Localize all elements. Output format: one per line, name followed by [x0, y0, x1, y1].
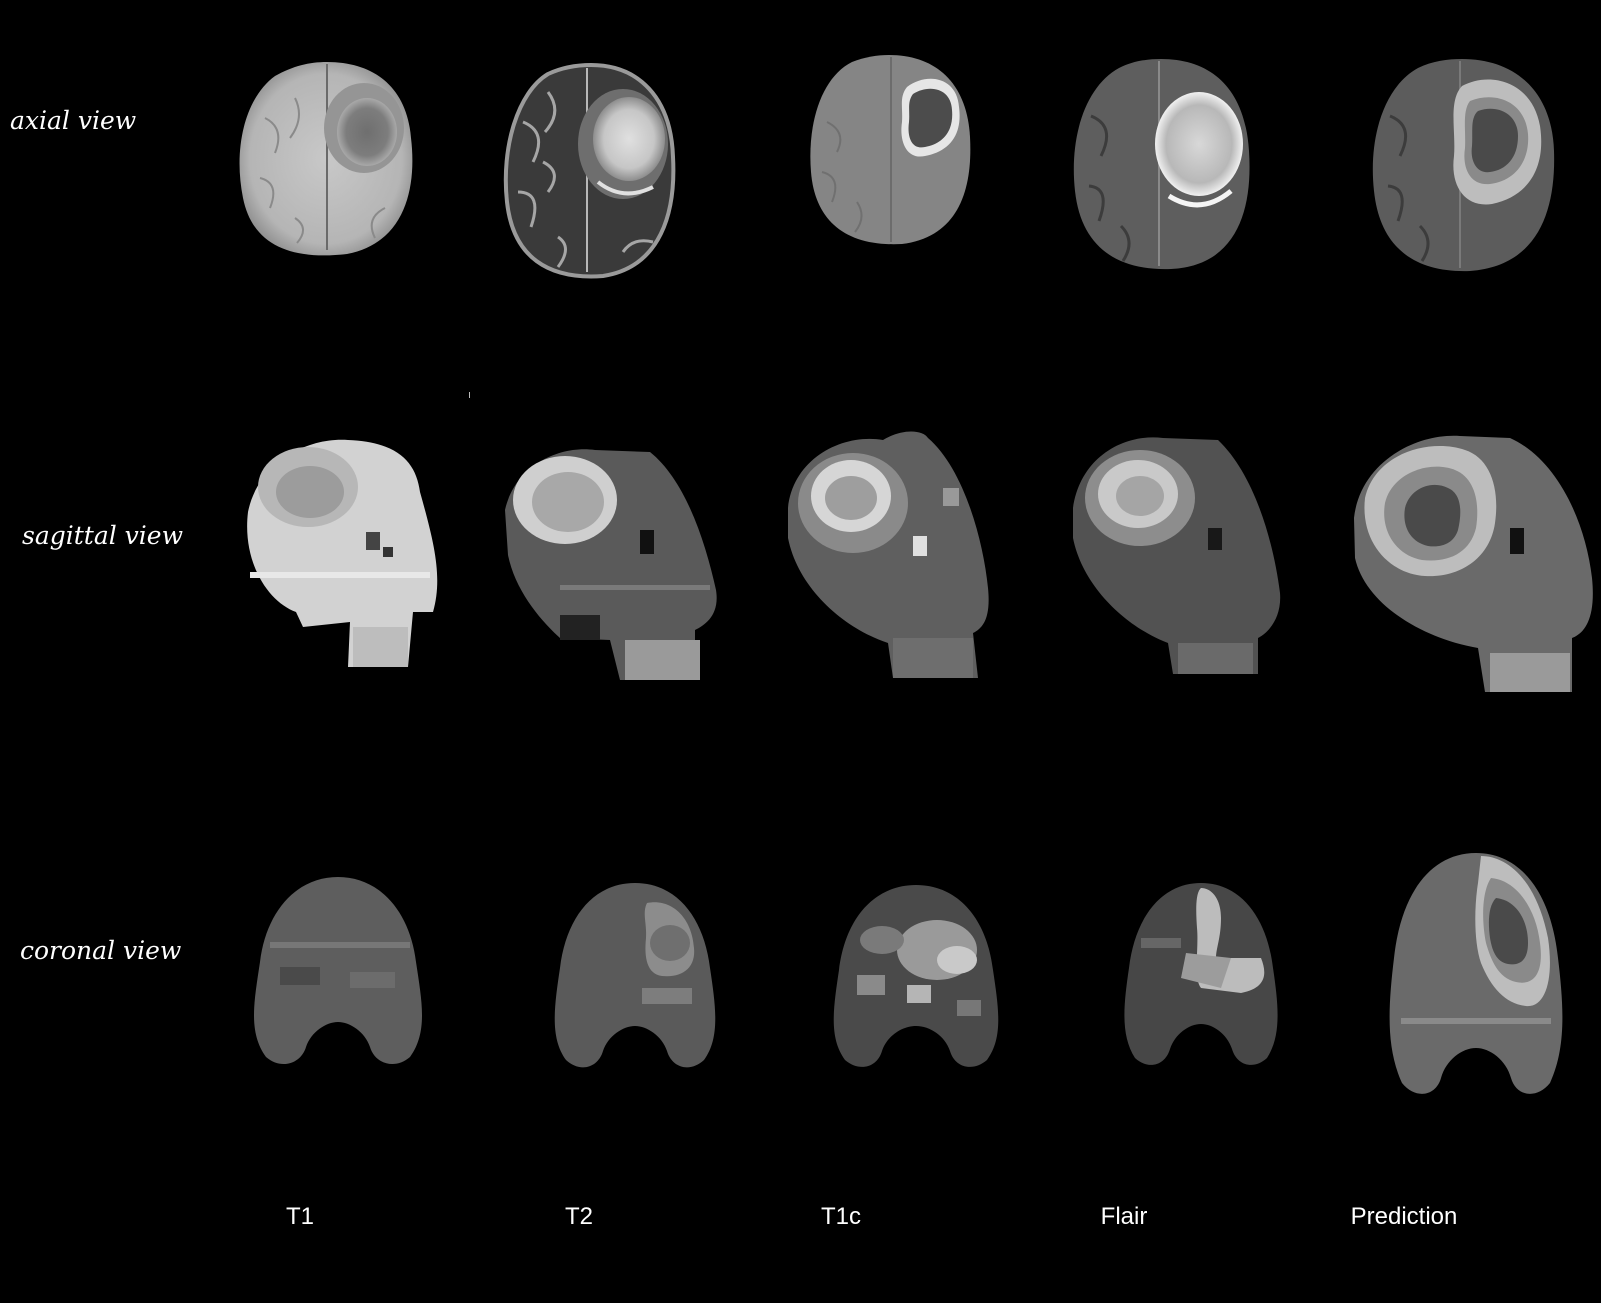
axial-flair-scan	[1073, 59, 1250, 270]
sagittal-flair-scan	[1073, 437, 1281, 674]
column-label-t1: T1	[285, 1203, 315, 1230]
axial-t1-scan	[239, 62, 413, 256]
stray-mark	[469, 392, 470, 398]
row-label-sagittal: sagittal view	[22, 521, 183, 550]
axial-t2-scan	[503, 62, 676, 279]
coronal-t2-scan	[554, 883, 716, 1068]
row-label-axial: axial view	[10, 106, 137, 135]
column-label-flair: Flair	[1100, 1203, 1148, 1230]
coronal-t1-scan	[254, 877, 422, 1065]
coronal-t1c-scan	[833, 885, 999, 1067]
row-label-coronal: coronal view	[20, 936, 182, 965]
coronal-flair-scan	[1124, 883, 1278, 1065]
axial-prediction-scan	[1372, 59, 1555, 272]
axial-t1c-scan	[810, 55, 971, 245]
prediction-necrosis-region	[1404, 484, 1461, 547]
column-label-prediction: Prediction	[1350, 1203, 1458, 1230]
coronal-prediction-scan	[1389, 853, 1563, 1094]
prediction-necrosis-region	[1471, 108, 1518, 173]
prediction-necrosis-region	[1488, 898, 1528, 965]
column-label-t1c: T1c	[820, 1203, 862, 1230]
column-label-t2: T2	[564, 1203, 594, 1230]
sagittal-prediction-scan	[1354, 435, 1593, 692]
sagittal-t1-scan	[247, 439, 438, 667]
sagittal-t1c-scan	[788, 431, 989, 678]
sagittal-t2-scan	[505, 449, 717, 680]
